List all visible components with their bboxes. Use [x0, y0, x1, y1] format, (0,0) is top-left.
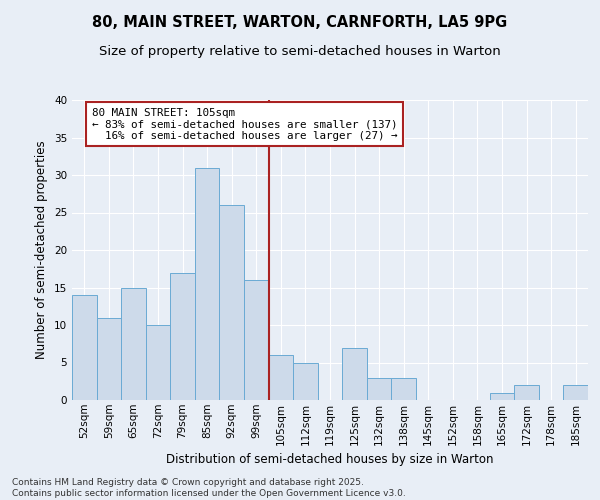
X-axis label: Distribution of semi-detached houses by size in Warton: Distribution of semi-detached houses by … [166, 453, 494, 466]
Bar [121, 288, 146, 400]
Bar [72, 295, 97, 400]
Text: Contains HM Land Registry data © Crown copyright and database right 2025.
Contai: Contains HM Land Registry data © Crown c… [12, 478, 406, 498]
Bar [97, 318, 121, 400]
Bar [367, 378, 391, 400]
Bar [490, 392, 514, 400]
Bar [195, 168, 220, 400]
Bar [514, 385, 539, 400]
Bar [342, 348, 367, 400]
Bar [244, 280, 269, 400]
Bar [391, 378, 416, 400]
Y-axis label: Number of semi-detached properties: Number of semi-detached properties [35, 140, 49, 360]
Bar [220, 205, 244, 400]
Bar [146, 325, 170, 400]
Text: 80 MAIN STREET: 105sqm
← 83% of semi-detached houses are smaller (137)
  16% of : 80 MAIN STREET: 105sqm ← 83% of semi-det… [92, 108, 397, 140]
Text: Size of property relative to semi-detached houses in Warton: Size of property relative to semi-detach… [99, 45, 501, 58]
Bar [563, 385, 588, 400]
Text: 80, MAIN STREET, WARTON, CARNFORTH, LA5 9PG: 80, MAIN STREET, WARTON, CARNFORTH, LA5 … [92, 15, 508, 30]
Bar [293, 362, 318, 400]
Bar [269, 355, 293, 400]
Bar [170, 272, 195, 400]
